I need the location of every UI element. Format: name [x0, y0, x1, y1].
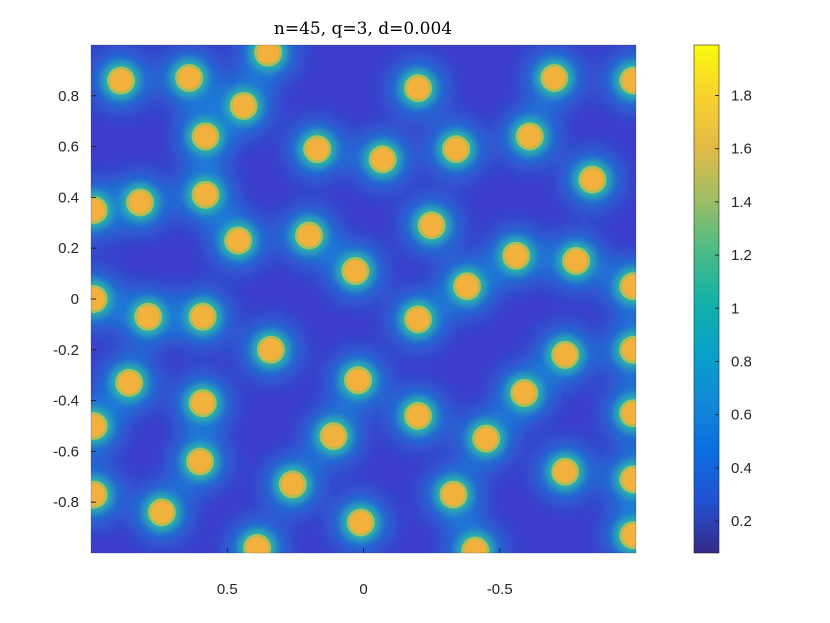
- colorbar-tick-label: 1.8: [731, 88, 752, 105]
- colorbar-tick-label: 1: [731, 300, 739, 317]
- peak-point: [445, 138, 468, 161]
- colorbar-tick-label: 0.6: [731, 407, 752, 424]
- colorbar-tick-label: 0.4: [731, 460, 752, 477]
- y-tick-label: 0.2: [58, 240, 79, 257]
- colorbar-tick-label: 1.4: [731, 194, 752, 211]
- peak-point: [306, 138, 329, 161]
- peak-point: [622, 468, 636, 491]
- peak-point: [191, 392, 214, 415]
- peak-point: [554, 343, 577, 366]
- peak-point: [475, 427, 498, 450]
- peak-point: [232, 94, 255, 117]
- peak-point: [91, 199, 105, 222]
- colorbar-tick-label: 1.6: [731, 141, 752, 158]
- peak-point: [407, 404, 429, 427]
- peak-point: [257, 45, 280, 64]
- peak-point: [259, 338, 282, 361]
- peak-point: [581, 168, 604, 191]
- y-axis: 0.8 0.6 0.4 0.2 0 -0.2 -0.4 -0.6 -0.8: [53, 88, 96, 511]
- peak-point: [227, 229, 250, 252]
- peak-point: [371, 148, 394, 171]
- plot-area: [91, 45, 636, 553]
- peak-point: [91, 288, 105, 310]
- y-tick-label: 0: [71, 291, 79, 308]
- peak-point: [565, 249, 588, 272]
- peak-point: [442, 483, 465, 506]
- y-tick-label: 0.6: [58, 139, 79, 156]
- y-tick-label: -0.2: [53, 342, 79, 359]
- peak-point: [407, 308, 429, 331]
- peak-point: [191, 305, 214, 328]
- peak-point: [189, 450, 211, 473]
- x-tick-label: 0: [359, 581, 367, 598]
- peak-point: [347, 369, 370, 392]
- colorbar-tick-label: 0.8: [731, 354, 752, 371]
- peak-point: [246, 536, 269, 553]
- colorbar-tick-label: 0.2: [731, 513, 752, 530]
- y-tick-label: -0.4: [53, 393, 79, 410]
- peak-point: [178, 67, 201, 90]
- x-tick-label: 0.5: [217, 581, 238, 598]
- peak-point: [349, 511, 372, 534]
- peak-point: [464, 539, 487, 553]
- y-tick-label: -0.6: [53, 443, 79, 460]
- peak-point: [298, 224, 320, 247]
- peak-point: [129, 191, 152, 214]
- y-tick-label: 0.4: [58, 189, 79, 206]
- peak-point: [420, 214, 443, 237]
- colorbar-tick-label: 1.2: [731, 247, 752, 264]
- peak-core-layer: [91, 45, 636, 553]
- peak-point: [344, 260, 367, 283]
- peak-point: [281, 473, 304, 496]
- peak-point: [622, 338, 636, 361]
- peak-point: [456, 275, 479, 298]
- peak-point: [513, 381, 536, 404]
- y-tick-label: 0.8: [58, 88, 79, 105]
- peak-point: [622, 524, 636, 547]
- y-tick-label: -0.8: [53, 494, 79, 511]
- peak-point: [322, 425, 345, 448]
- peak-point: [91, 483, 105, 506]
- colorbar-ticks: 1.8 1.6 1.4 1.2 1 0.8 0.6 0.4 0.2: [715, 88, 752, 530]
- peak-point: [622, 402, 636, 425]
- peak-point: [622, 69, 636, 92]
- chart-title: n=45, q=3, d=0.004: [274, 19, 452, 39]
- peak-point: [194, 183, 217, 206]
- peak-point: [407, 77, 429, 100]
- peak-point: [150, 501, 173, 524]
- peak-point: [518, 125, 541, 148]
- peak-point: [118, 371, 141, 394]
- peak-point: [622, 275, 636, 298]
- peak-point: [109, 69, 132, 92]
- peak-point: [91, 415, 105, 437]
- peak-point: [543, 67, 566, 90]
- plot-frame: [90, 44, 637, 554]
- heatmap-field: [91, 45, 636, 553]
- peak-point: [505, 244, 528, 267]
- x-axis: 0.5 0 -0.5: [217, 548, 513, 598]
- peak-point: [194, 125, 217, 148]
- colorbar: 1.8 1.6 1.4 1.2 1 0.8 0.6 0.4 0.2: [693, 44, 752, 554]
- x-tick-label: -0.5: [487, 581, 513, 598]
- peak-point: [554, 460, 577, 483]
- colorbar-gradient: [693, 44, 720, 554]
- peak-point: [137, 305, 160, 328]
